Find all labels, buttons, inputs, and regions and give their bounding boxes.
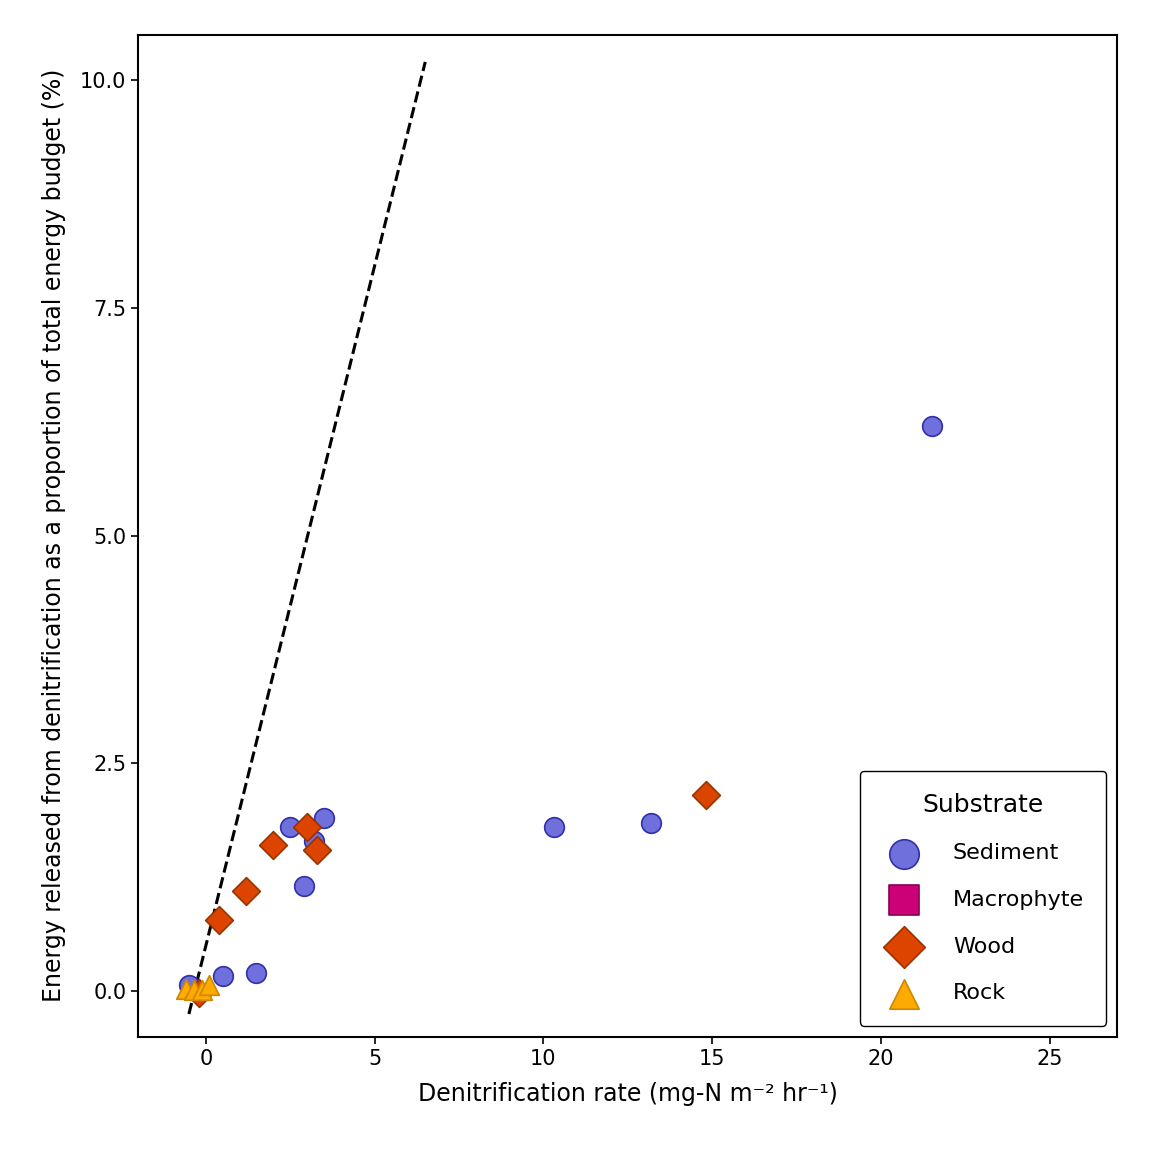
Sediment	[304, 832, 323, 850]
Rock	[184, 982, 203, 1000]
Sediment	[213, 967, 232, 985]
Sediment	[314, 809, 333, 827]
Y-axis label: Energy released from denitrification as a proportion of total energy budget (%): Energy released from denitrification as …	[43, 69, 66, 1002]
Wood	[237, 881, 256, 900]
Sediment	[545, 818, 563, 836]
Rock	[176, 980, 195, 999]
Wood	[298, 818, 317, 836]
Sediment	[180, 976, 198, 994]
Wood	[190, 984, 209, 1002]
Sediment	[281, 818, 300, 836]
Sediment	[643, 813, 661, 832]
Sediment	[295, 878, 313, 896]
X-axis label: Denitrification rate (mg-N m⁻² hr⁻¹): Denitrification rate (mg-N m⁻² hr⁻¹)	[418, 1083, 838, 1106]
Sediment	[923, 417, 941, 435]
Legend: Sediment, Macrophyte, Wood, Rock: Sediment, Macrophyte, Wood, Rock	[859, 771, 1106, 1025]
Rock	[200, 976, 219, 994]
Wood	[696, 786, 714, 804]
Sediment	[248, 964, 266, 983]
Rock	[194, 982, 212, 1000]
Wood	[210, 911, 228, 930]
Wood	[264, 836, 282, 855]
Wood	[308, 841, 326, 859]
